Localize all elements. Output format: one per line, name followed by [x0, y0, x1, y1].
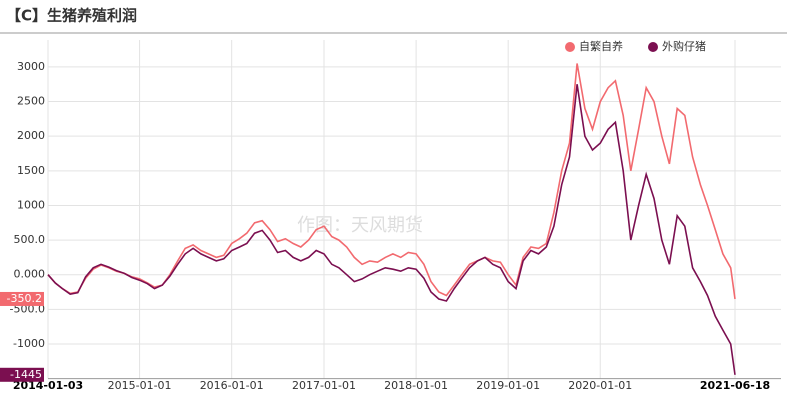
y-tick-label: 3000 [17, 60, 45, 73]
x-tick-label: 2014-01-03 [13, 379, 83, 392]
x-tick-label: 2021-06-18 [700, 379, 770, 392]
y-tick-label: 500.0 [14, 233, 46, 246]
y-tick-label: -1000 [13, 337, 45, 350]
watermark: 作图：天风期货 [297, 215, 423, 236]
value-label: -350.2 [7, 292, 42, 305]
x-tick-label: 2016-01-01 [200, 379, 264, 392]
value-tag [0, 367, 44, 382]
legend-label: 外购仔猪 [662, 39, 706, 53]
line-series [47, 84, 736, 375]
x-tick-label: 2015-01-01 [108, 379, 172, 392]
y-tick-label: 1000 [17, 198, 45, 211]
legend-label: 自繁自养 [579, 39, 623, 53]
value-tag [0, 291, 44, 306]
x-tick-label: 2019-01-01 [476, 379, 540, 392]
x-tick-label: 2020-01-01 [568, 379, 632, 392]
y-tick-label: 0.000 [14, 268, 46, 281]
x-tick-label: 2018-01-01 [384, 379, 448, 392]
legend-marker [565, 42, 575, 52]
y-tick-label: 2500 [17, 95, 45, 108]
y-tick-label: 1500 [17, 164, 45, 177]
y-tick-label: 2000 [17, 129, 45, 142]
chart-title: 【C】生猪养殖利润 [6, 7, 137, 25]
legend-marker [648, 42, 658, 52]
value-label: -1445 [10, 368, 42, 381]
x-tick-label: 2017-01-01 [292, 379, 356, 392]
line-series [47, 63, 736, 300]
